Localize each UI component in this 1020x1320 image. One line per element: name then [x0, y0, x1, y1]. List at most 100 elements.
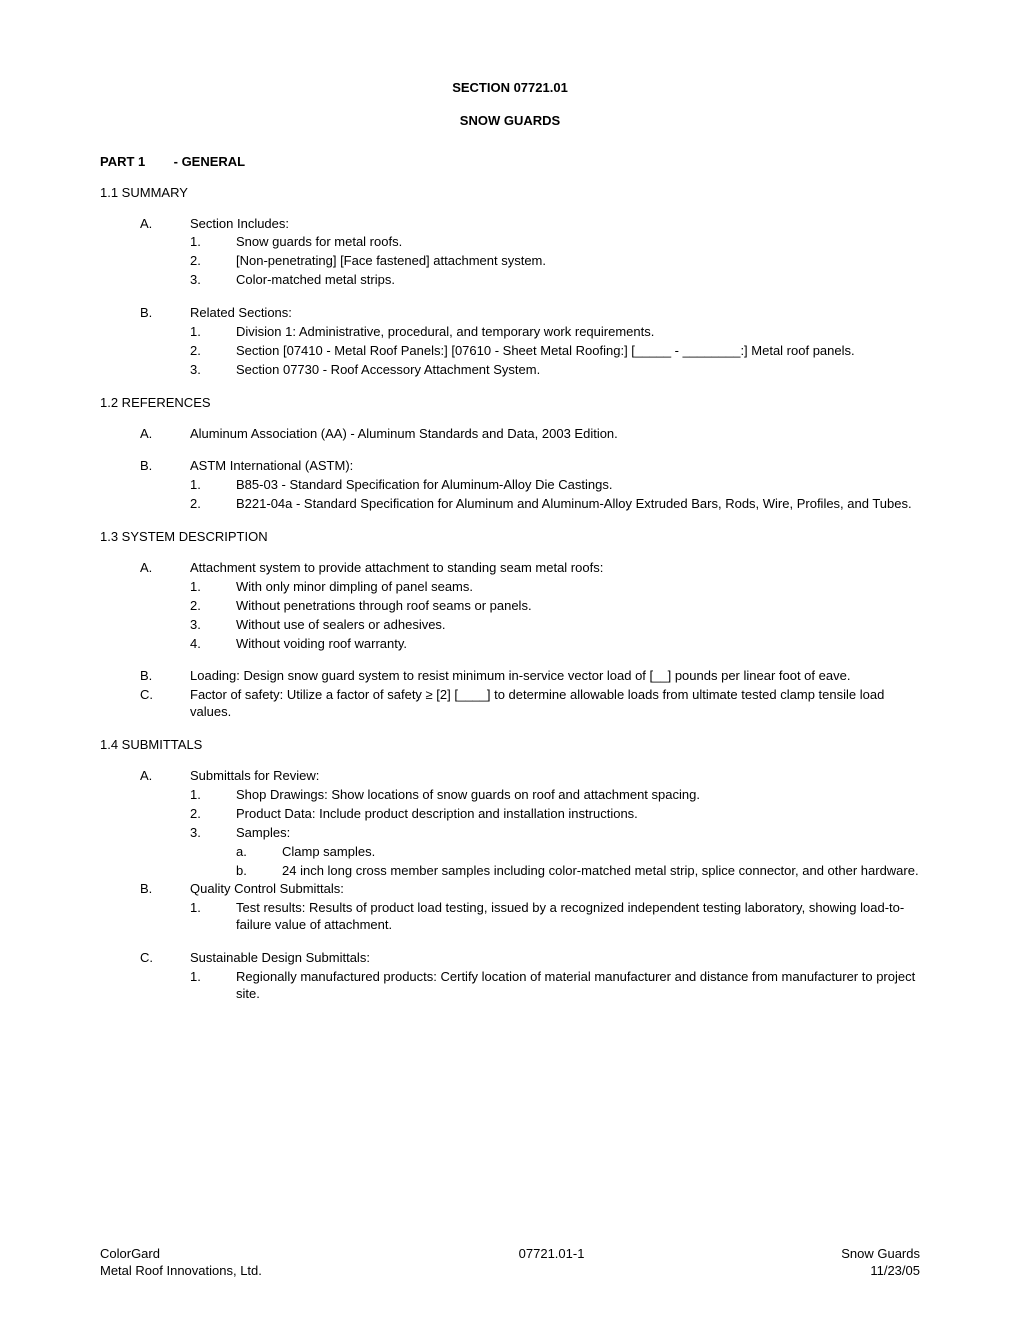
text: Clamp samples. [282, 844, 920, 861]
list-item: 2.Section [07410 - Metal Roof Panels:] [… [190, 343, 920, 360]
text: Without penetrations through roof seams … [236, 598, 920, 615]
item-1-3-C: C. Factor of safety: Utilize a factor of… [140, 687, 920, 721]
part-1-header: PART 1 - GENERAL [100, 154, 920, 171]
text: Section [07410 - Metal Roof Panels:] [07… [236, 343, 920, 360]
text: With only minor dimpling of panel seams. [236, 579, 920, 596]
text: 24 inch long cross member samples includ… [282, 863, 920, 880]
item-1-3-B: B. Loading: Design snow guard system to … [140, 668, 920, 685]
heading-1-1: 1.1 SUMMARY [100, 185, 920, 202]
heading-1-3: 1.3 SYSTEM DESCRIPTION [100, 529, 920, 546]
marker: 1. [190, 969, 236, 1003]
marker: 2. [190, 806, 236, 823]
list-item: 1.B85-03 - Standard Specification for Al… [190, 477, 920, 494]
list-item: 1.Test results: Results of product load … [190, 900, 920, 934]
text: Snow guards for metal roofs. [236, 234, 920, 251]
list-item: 1.Regionally manufactured products: Cert… [190, 969, 920, 1003]
section-number: SECTION 07721.01 [100, 80, 920, 97]
item-1-4-A: A. Submittals for Review: [140, 768, 920, 785]
marker: 2. [190, 343, 236, 360]
list-item: b.24 inch long cross member samples incl… [236, 863, 920, 880]
text: Sustainable Design Submittals: [190, 950, 920, 967]
marker-B: B. [140, 881, 190, 898]
text: Submittals for Review: [190, 768, 920, 785]
list-item: 1.Snow guards for metal roofs. [190, 234, 920, 251]
marker: 1. [190, 787, 236, 804]
text: Shop Drawings: Show locations of snow gu… [236, 787, 920, 804]
footer-right-2: 11/23/05 [841, 1263, 920, 1280]
marker-B: B. [140, 458, 190, 475]
text: Section Includes: [190, 216, 920, 233]
list-item: a.Clamp samples. [236, 844, 920, 861]
text: Quality Control Submittals: [190, 881, 920, 898]
footer-left: ColorGard Metal Roof Innovations, Ltd. [100, 1246, 262, 1280]
footer-center: 07721.01-1 [519, 1246, 585, 1280]
footer-right: Snow Guards 11/23/05 [841, 1246, 920, 1280]
list-item: 1.Shop Drawings: Show locations of snow … [190, 787, 920, 804]
footer-right-1: Snow Guards [841, 1246, 920, 1263]
item-1-1-A: A. Section Includes: [140, 216, 920, 233]
marker: b. [236, 863, 282, 880]
marker: 3. [190, 617, 236, 634]
item-1-2-B: B. ASTM International (ASTM): [140, 458, 920, 475]
text: Related Sections: [190, 305, 920, 322]
marker-A: A. [140, 426, 190, 443]
footer-left-2: Metal Roof Innovations, Ltd. [100, 1263, 262, 1280]
text: [Non-penetrating] [Face fastened] attach… [236, 253, 920, 270]
marker: 1. [190, 900, 236, 934]
text: Aluminum Association (AA) - Aluminum Sta… [190, 426, 920, 443]
part-num: PART 1 [100, 154, 170, 171]
text: B85-03 - Standard Specification for Alum… [236, 477, 920, 494]
text: Color-matched metal strips. [236, 272, 920, 289]
marker: 3. [190, 272, 236, 289]
list-item: 1.With only minor dimpling of panel seam… [190, 579, 920, 596]
list-item: 2.Product Data: Include product descript… [190, 806, 920, 823]
list-item: 2.[Non-penetrating] [Face fastened] atta… [190, 253, 920, 270]
marker: 2. [190, 496, 236, 513]
marker: 2. [190, 253, 236, 270]
list-item: 4.Without voiding roof warranty. [190, 636, 920, 653]
part-text: - GENERAL [174, 154, 246, 169]
text: Loading: Design snow guard system to res… [190, 668, 920, 685]
list-item: 3.Without use of sealers or adhesives. [190, 617, 920, 634]
marker-A: A. [140, 560, 190, 577]
text: Division 1: Administrative, procedural, … [236, 324, 920, 341]
list-item: 3.Samples: [190, 825, 920, 842]
marker: a. [236, 844, 282, 861]
item-1-3-A: A. Attachment system to provide attachme… [140, 560, 920, 577]
page-footer: ColorGard Metal Roof Innovations, Ltd. 0… [100, 1246, 920, 1280]
marker: 1. [190, 477, 236, 494]
text: Section 07730 - Roof Accessory Attachmen… [236, 362, 920, 379]
text: Without voiding roof warranty. [236, 636, 920, 653]
item-1-2-A: A. Aluminum Association (AA) - Aluminum … [140, 426, 920, 443]
marker-A: A. [140, 768, 190, 785]
marker-C: C. [140, 687, 190, 721]
text: Attachment system to provide attachment … [190, 560, 920, 577]
marker: 1. [190, 234, 236, 251]
heading-1-4: 1.4 SUBMITTALS [100, 737, 920, 754]
list-item: 3.Color-matched metal strips. [190, 272, 920, 289]
text: Samples: [236, 825, 920, 842]
list-item: 1.Division 1: Administrative, procedural… [190, 324, 920, 341]
heading-1-2: 1.2 REFERENCES [100, 395, 920, 412]
list-item: 3.Section 07730 - Roof Accessory Attachm… [190, 362, 920, 379]
list-item: 2.Without penetrations through roof seam… [190, 598, 920, 615]
text: B221-04a - Standard Specification for Al… [236, 496, 920, 513]
marker: 1. [190, 579, 236, 596]
list-item: 2.B221-04a - Standard Specification for … [190, 496, 920, 513]
item-1-1-B: B. Related Sections: [140, 305, 920, 322]
marker: 3. [190, 362, 236, 379]
text: Without use of sealers or adhesives. [236, 617, 920, 634]
marker-B: B. [140, 668, 190, 685]
marker-B: B. [140, 305, 190, 322]
text: Regionally manufactured products: Certif… [236, 969, 920, 1003]
marker-A: A. [140, 216, 190, 233]
text: Product Data: Include product descriptio… [236, 806, 920, 823]
section-title: SNOW GUARDS [100, 113, 920, 130]
marker: 3. [190, 825, 236, 842]
text: ASTM International (ASTM): [190, 458, 920, 475]
text: Test results: Results of product load te… [236, 900, 920, 934]
item-1-4-C: C. Sustainable Design Submittals: [140, 950, 920, 967]
marker: 4. [190, 636, 236, 653]
marker-C: C. [140, 950, 190, 967]
item-1-4-B: B. Quality Control Submittals: [140, 881, 920, 898]
